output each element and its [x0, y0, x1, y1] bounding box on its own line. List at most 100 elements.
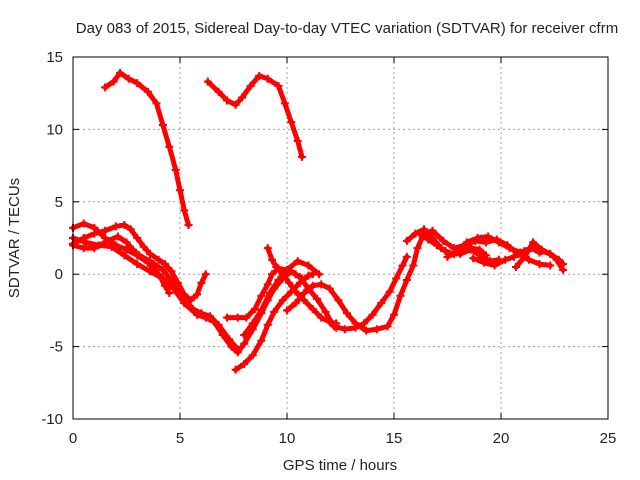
data-point — [482, 238, 491, 247]
data-point — [291, 299, 300, 308]
data-point — [424, 235, 433, 244]
data-point — [520, 252, 529, 261]
data-point — [315, 270, 324, 279]
data-point — [120, 220, 129, 229]
data-point — [490, 261, 499, 270]
data-point — [317, 313, 326, 322]
axis-ticks: 0 5 10 15 20 25 -10 -5 0 5 10 15 — [41, 49, 616, 447]
y-tick-label: -10 — [41, 411, 63, 428]
data-point — [509, 252, 518, 261]
data-point — [308, 304, 317, 313]
data-point — [152, 99, 161, 108]
data-point — [240, 359, 249, 368]
data-point — [268, 270, 277, 279]
data-point — [340, 325, 349, 334]
data-point — [321, 307, 330, 316]
x-tick-label: 10 — [279, 430, 296, 447]
data-point — [233, 345, 242, 354]
data-point — [377, 299, 386, 308]
data-point — [293, 136, 302, 145]
x-tick-label: 5 — [176, 430, 184, 447]
data-point — [402, 236, 411, 245]
data-point — [203, 77, 212, 86]
data-point — [467, 244, 476, 253]
data-point — [280, 99, 289, 108]
data-point — [419, 225, 428, 234]
data-point — [146, 249, 155, 258]
data-point — [146, 257, 155, 266]
series-arc-9 — [240, 257, 324, 340]
data-point — [409, 261, 418, 270]
data-point — [238, 93, 247, 102]
data-point — [257, 306, 266, 315]
data-point — [79, 234, 88, 242]
data-point — [342, 309, 351, 318]
data-point — [250, 304, 259, 313]
data-point — [334, 296, 343, 305]
data-point — [133, 79, 142, 88]
data-point — [171, 165, 180, 174]
data-point — [362, 326, 371, 335]
data-point — [287, 118, 296, 127]
data-point — [180, 290, 189, 299]
data-point — [270, 307, 279, 316]
data-point — [272, 262, 281, 271]
data-point — [351, 323, 360, 332]
data-point — [392, 274, 401, 283]
data-point — [278, 270, 287, 279]
data-point — [546, 261, 555, 270]
data-point — [109, 77, 118, 86]
data-point — [449, 249, 458, 258]
data-point — [297, 274, 306, 283]
data-point — [441, 247, 450, 256]
data-point — [295, 278, 304, 287]
data-point — [469, 254, 478, 263]
series-arc-5 — [69, 232, 242, 354]
data-point — [255, 71, 264, 80]
data-point — [285, 278, 294, 287]
data-point — [188, 304, 197, 313]
data-point — [205, 312, 214, 321]
data-point — [415, 229, 424, 238]
data-point — [494, 238, 503, 247]
data-series — [69, 68, 568, 374]
data-point — [458, 247, 467, 256]
data-point — [505, 244, 514, 253]
data-point — [124, 74, 133, 83]
data-point — [158, 274, 167, 283]
series-arc-10 — [263, 244, 341, 328]
x-tick-label: 25 — [600, 430, 617, 447]
series-line — [205, 73, 305, 160]
y-tick-label: 10 — [46, 121, 63, 138]
data-point — [559, 265, 568, 274]
data-point — [402, 275, 411, 284]
data-point — [135, 251, 144, 260]
data-point — [79, 219, 88, 228]
data-point — [120, 251, 129, 260]
data-point — [413, 244, 422, 253]
data-point — [372, 325, 381, 334]
data-point — [546, 249, 555, 258]
data-point — [529, 238, 538, 247]
data-point — [246, 81, 255, 90]
y-tick-label: 0 — [55, 266, 63, 283]
data-point — [263, 280, 272, 289]
data-point — [482, 251, 491, 260]
series-arc-12 — [330, 252, 411, 334]
data-point — [180, 206, 189, 215]
data-point — [396, 291, 405, 300]
data-point — [90, 244, 99, 253]
data-point — [428, 226, 437, 235]
data-point — [475, 245, 484, 254]
data-point — [263, 320, 272, 329]
data-point — [501, 255, 510, 264]
data-point — [283, 265, 291, 274]
data-point — [214, 87, 223, 96]
y-axis-label: SDTVAR / TECUs — [6, 178, 23, 298]
data-point — [101, 83, 110, 92]
data-point — [265, 289, 274, 298]
data-point — [161, 260, 170, 269]
data-point — [368, 310, 377, 319]
data-point — [231, 365, 240, 374]
data-point — [308, 281, 317, 290]
